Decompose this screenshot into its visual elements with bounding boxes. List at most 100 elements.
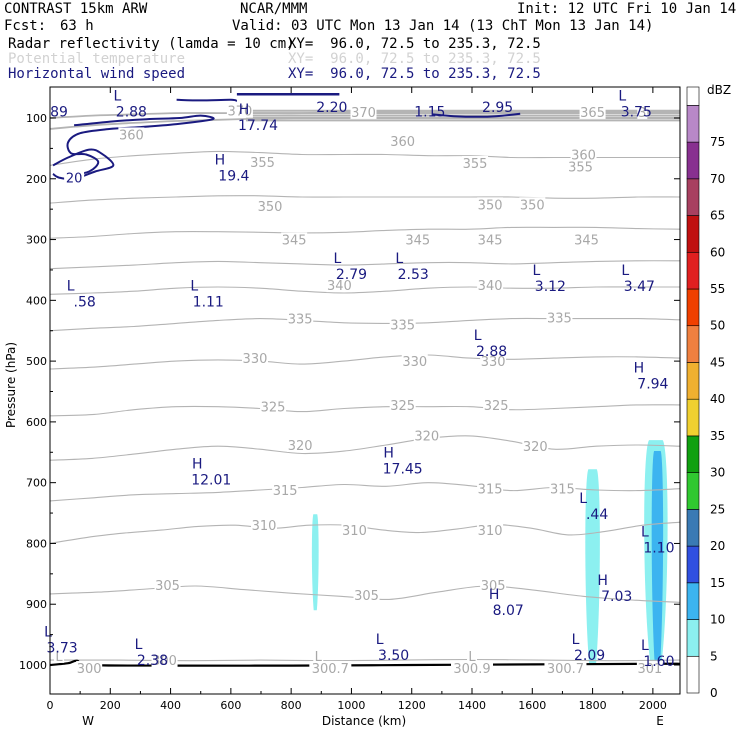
theta-label-23: 330 [402, 355, 427, 370]
theta-label-48: L [468, 650, 476, 665]
y-tick-label-800: 800 [26, 537, 47, 550]
wind-extremum-value-16: 3.73 [46, 641, 77, 657]
reflectivity-cell-1 [585, 469, 600, 665]
wind-label-bg-0 [64, 170, 85, 185]
theta-label-bg-19 [287, 311, 314, 326]
theta-label-46: L [55, 650, 63, 665]
theta-label-bg-48 [467, 648, 478, 663]
wind-contour-1 [66, 114, 215, 177]
wind-extremum-value-19: 2.09 [574, 648, 605, 664]
theta-label-bg-47 [313, 648, 324, 663]
wind-extremum-letter-11: H [192, 456, 203, 472]
theta-label-10: 350 [258, 200, 283, 215]
theta-label-bg-5 [389, 134, 416, 149]
wind-extremum-letter-20: L [641, 638, 649, 654]
theta-label-39: 305 [481, 579, 506, 594]
theta-label-bg-18 [477, 278, 504, 293]
theta-label-bg-36 [477, 523, 504, 538]
wind-extremum-letter-8: L [474, 328, 482, 344]
theta-label-bg-29 [413, 428, 440, 443]
theta-label-43: 300.9 [453, 662, 490, 677]
wind-extremum-letter-16: L [44, 625, 52, 641]
colorbar-swatch-40 [686, 362, 700, 400]
valid-time: Valid: 03 UTC Mon 13 Jan 14 (13 ChT Mon … [232, 18, 654, 34]
theta-label-bg-34 [251, 518, 278, 533]
init-time: Init: 12 UTC Fri 10 Jan 14 [517, 1, 737, 17]
wind-extremum-value-5: 3.47 [624, 279, 655, 295]
endpoint-east: E [656, 714, 664, 728]
wind-extremum-letter-2: L [334, 251, 342, 267]
x-tick-label-1400: 1400 [458, 699, 486, 712]
terrain-layer [49, 659, 681, 667]
colorbar-label-5: 5 [710, 649, 718, 663]
endpoint-west: W [82, 714, 94, 728]
field-wind-name: Horizontal wind speed [8, 66, 186, 82]
wind-extremum-value-25: 3.75 [621, 105, 652, 121]
theta-label-bg-25 [260, 399, 287, 414]
theta-label-bg-37 [154, 577, 181, 592]
wind-extremum-letter-0: H [239, 102, 250, 118]
theta-label-bg-33 [549, 481, 576, 496]
colorbar-label-50: 50 [710, 319, 725, 333]
y-axis-title: Pressure (hPa) [4, 342, 18, 428]
theta-label-bg-22 [241, 351, 268, 366]
x-axis-title: Distance (km) [322, 714, 406, 728]
theta-label-20: 335 [390, 319, 415, 334]
y-tick-label-700: 700 [26, 477, 47, 490]
colorbar-swatch-35 [686, 398, 700, 437]
colorbar-label-65: 65 [710, 209, 725, 223]
terrain-line [49, 659, 681, 667]
theta-label-31: 315 [273, 484, 298, 499]
theta-label-3: 3 [638, 106, 646, 121]
theta-label-bg-24 [480, 354, 507, 369]
theta-label-bg-27 [483, 397, 510, 412]
x-tick-label-2000: 2000 [639, 699, 667, 712]
wind-contour-label-0: 20 [66, 172, 83, 187]
wind-extremum-value-8: 2.88 [476, 344, 507, 360]
theta-label-bg-39 [480, 577, 507, 592]
theta-label-27: 325 [484, 399, 509, 414]
theta-contour-320 [49, 435, 681, 461]
theta-label-37: 305 [155, 579, 180, 594]
colorbar-swatch-25 [686, 472, 700, 510]
theta-label-44: 300.7 [547, 662, 584, 677]
fcst-label: Fcst: [4, 18, 47, 34]
x-tick-label-400: 400 [160, 699, 181, 712]
theta-label-bg-6 [570, 147, 597, 162]
wind-extremum-letter-25: L [618, 89, 626, 105]
x-tick-label-0: 0 [47, 699, 54, 712]
theta-label-bg-46 [54, 648, 65, 663]
wind-extremum-letter-12: L [579, 491, 587, 507]
y-tick-label-200: 200 [26, 173, 47, 186]
theta-label-bg-1 [350, 104, 377, 119]
colorbar-label-30: 30 [710, 466, 725, 480]
wind-extremum-letter-7: L [190, 278, 198, 294]
x-tick-label-1200: 1200 [398, 699, 426, 712]
colorbar-label-20: 20 [710, 539, 725, 553]
theta-label-bg-4 [118, 127, 145, 142]
wind-extremum-letter-9: H [634, 360, 645, 376]
wind-extremum-letter-17: L [135, 637, 143, 653]
x-tick-label-800: 800 [281, 699, 302, 712]
y-tick-label-100: 100 [26, 112, 47, 125]
colorbar-swatch-60 [686, 215, 700, 253]
theta-label-11: 350 [478, 198, 503, 213]
x-tick-label-1600: 1600 [518, 699, 546, 712]
wind-extremum-value-14: 7.03 [601, 589, 632, 605]
theta-label-4: 360 [119, 128, 144, 143]
fcst-value: 63 h [60, 18, 94, 34]
field-theta-name: Potential temperature [8, 51, 186, 67]
wind-extremum-value-10: 17.45 [383, 461, 423, 477]
theta-label-bg-30 [522, 439, 549, 454]
theta-label-bg-32 [477, 481, 504, 496]
theta-label-19: 335 [288, 313, 313, 328]
y-tick-label-900: 900 [26, 598, 47, 611]
colorbar-swatch-55 [686, 251, 700, 290]
theta-label-bg-41 [151, 653, 178, 668]
theta-label-bg-44 [544, 661, 587, 676]
colorbar-label-45: 45 [710, 355, 725, 369]
wind-extremum-value-2: 2.79 [336, 267, 367, 283]
colorbar-label-40: 40 [710, 392, 725, 406]
theta-label-bg-45 [636, 661, 663, 676]
wind-extremum-value-6: .58 [74, 294, 96, 310]
